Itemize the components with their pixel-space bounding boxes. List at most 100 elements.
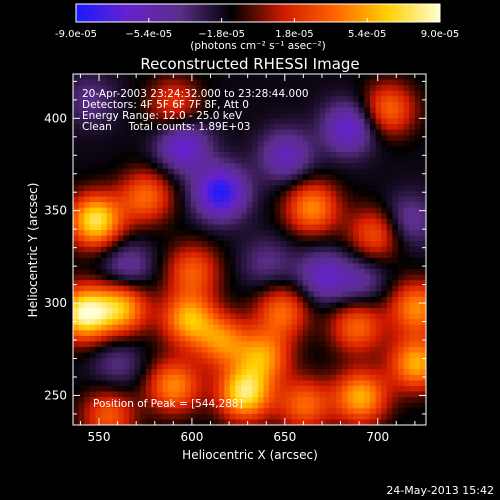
heatmap-cell xyxy=(269,335,276,343)
heatmap-cell xyxy=(241,413,248,421)
heatmap-cell xyxy=(145,280,153,287)
heatmap-cell xyxy=(101,380,108,387)
heatmap-cell xyxy=(117,185,125,192)
heatmap-cell xyxy=(218,90,225,97)
heatmap-cell xyxy=(229,413,237,421)
heatmap-cell xyxy=(285,140,293,148)
heatmap-cell xyxy=(162,363,169,370)
heatmap-cell xyxy=(168,352,175,359)
heatmap-cell xyxy=(112,319,119,326)
heatmap-cell xyxy=(162,302,169,309)
heatmap-cell xyxy=(123,135,130,142)
heatmap-cell xyxy=(106,241,113,248)
heatmap-cell xyxy=(336,118,343,125)
heatmap-cell xyxy=(347,313,354,320)
heatmap-cell xyxy=(409,252,416,259)
heatmap-cell xyxy=(179,402,186,409)
heatmap-cell xyxy=(381,191,388,198)
heatmap-cell xyxy=(235,263,242,270)
heatmap-cell xyxy=(151,230,158,237)
heatmap-cell xyxy=(213,224,220,231)
heatmap-cell xyxy=(117,101,125,109)
heatmap-cell xyxy=(336,413,343,421)
heatmap-cell xyxy=(269,140,276,148)
heatmap-cell xyxy=(319,369,326,376)
heatmap-cell xyxy=(89,324,97,331)
heatmap-cell xyxy=(235,257,242,265)
heatmap-cell xyxy=(269,113,276,120)
heatmap-cell xyxy=(291,230,298,237)
heatmap-cell xyxy=(173,241,181,248)
heatmap-cell xyxy=(353,374,360,382)
heatmap-cell xyxy=(145,113,153,120)
heatmap-cell xyxy=(129,224,136,231)
heatmap-cell xyxy=(95,246,102,253)
heatmap-cell xyxy=(145,419,153,425)
heatmap-cell xyxy=(224,374,231,382)
heatmap-cell xyxy=(207,319,214,326)
heatmap-cell xyxy=(364,235,371,242)
heatmap-cell xyxy=(162,202,169,209)
heatmap-cell xyxy=(117,313,125,320)
heatmap-cell xyxy=(157,313,164,320)
heatmap-cell xyxy=(325,363,332,370)
heatmap-cell xyxy=(73,107,80,114)
heatmap-cell xyxy=(330,179,337,187)
heatmap-cell xyxy=(403,274,410,281)
heatmap-cell xyxy=(106,313,113,320)
heatmap-cell xyxy=(241,163,248,170)
heatmap-cell xyxy=(336,74,343,81)
heatmap-cell xyxy=(140,402,147,409)
heatmap-cell xyxy=(179,274,186,281)
heatmap-cell xyxy=(252,274,259,281)
heatmap-cell xyxy=(409,269,416,276)
heatmap-cell xyxy=(252,135,259,142)
heatmap-cell xyxy=(285,269,293,276)
heatmap-cell xyxy=(274,146,281,153)
heatmap-cell xyxy=(381,347,388,354)
heatmap-cell xyxy=(173,140,181,148)
x-tick-label: 650 xyxy=(273,430,296,444)
heatmap-cell xyxy=(420,168,426,175)
heatmap-cell xyxy=(330,280,337,287)
heatmap-cell xyxy=(134,118,141,125)
heatmap-cell xyxy=(224,257,231,265)
heatmap-cell xyxy=(84,241,91,248)
heatmap-cell xyxy=(162,380,169,387)
heatmap-cell xyxy=(263,397,270,404)
heatmap-cell xyxy=(381,352,388,359)
heatmap-cell xyxy=(145,263,153,270)
heatmap-cell xyxy=(241,380,248,387)
heatmap-cell xyxy=(358,113,365,120)
heatmap-cell xyxy=(190,363,197,370)
heatmap-cell xyxy=(179,174,186,181)
heatmap-cell xyxy=(392,74,399,81)
heatmap-cell xyxy=(201,363,209,370)
heatmap-cell xyxy=(392,90,399,97)
heatmap-cell xyxy=(129,174,136,181)
heatmap-cell xyxy=(95,413,102,421)
heatmap-cell xyxy=(341,163,349,170)
heatmap-cell xyxy=(257,402,265,409)
heatmap-cell xyxy=(397,174,405,181)
heatmap-cell xyxy=(358,163,365,170)
heatmap-cell xyxy=(364,85,371,92)
heatmap-cell xyxy=(84,213,91,220)
heatmap-cell xyxy=(302,224,309,231)
heatmap-cell xyxy=(101,90,108,97)
y-tick-label: 300 xyxy=(44,296,67,310)
colorbar-tick-label: 9.0e-05 xyxy=(421,29,459,40)
heatmap-cell xyxy=(369,413,377,421)
heatmap-cell xyxy=(364,107,371,114)
heatmap-cell xyxy=(336,335,343,343)
heatmap-cell xyxy=(353,152,360,159)
heatmap-cell xyxy=(291,113,298,120)
heatmap-cell xyxy=(297,352,304,359)
heatmap-cell xyxy=(129,291,136,298)
heatmap-cell xyxy=(117,302,125,309)
heatmap-cell xyxy=(190,107,197,114)
heatmap-cell xyxy=(274,207,281,214)
heatmap-cell xyxy=(106,140,113,148)
heatmap-cell xyxy=(364,124,371,131)
heatmap-cell xyxy=(341,386,349,393)
